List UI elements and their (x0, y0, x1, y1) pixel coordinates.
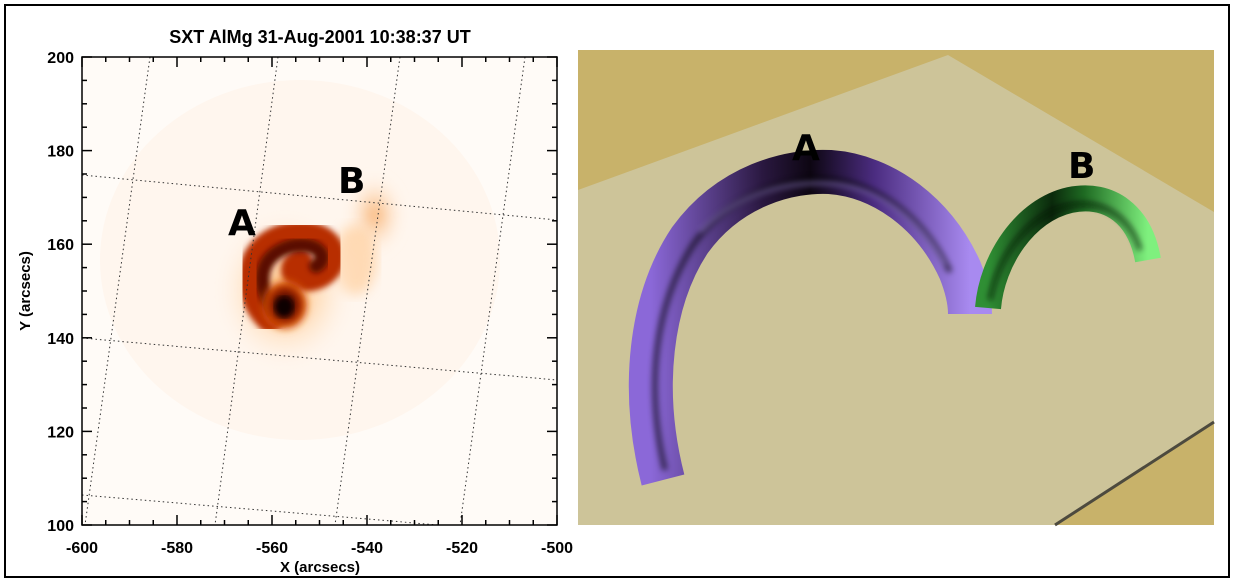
loop-a (628, 149, 992, 486)
x-tick-label: -520 (446, 540, 478, 557)
source-a-arc (238, 221, 346, 333)
axis-ticks: -600 -580 -560 -540 -520 -500 100 120 140 160 180 2… (47, 50, 573, 557)
source-a-peak (275, 297, 293, 317)
y-tick-label: 200 (47, 50, 74, 67)
y-tick-label: 160 (47, 237, 74, 254)
y-tick-label: 180 (47, 144, 74, 161)
x-tick-label: -600 (66, 540, 98, 557)
plot-title: SXT AlMg 31-Aug-2001 10:38:37 UT (169, 27, 470, 47)
x-tick-label: -540 (351, 540, 383, 557)
x-tick-label: -580 (161, 540, 193, 557)
heliographic-grid (82, 57, 557, 525)
plane-edge (1054, 420, 1215, 527)
label-b: B (338, 161, 365, 202)
render-label-b: B (1068, 146, 1095, 187)
loop-b-shadow (987, 201, 1143, 301)
x-axis-title: X (arcsecs) (280, 559, 360, 576)
y-axis-title: Y (arcsecs) (17, 251, 34, 331)
label-a: A (228, 203, 256, 244)
x-tick-label: -500 (541, 540, 573, 557)
left-panel: SXT AlMg 31-Aug-2001 10:38:37 UT (17, 27, 573, 576)
y-tick-label: 100 (47, 518, 74, 535)
loop-a-highlight (698, 180, 948, 267)
y-tick-label: 140 (47, 331, 74, 348)
render-label-a: A (792, 128, 820, 169)
x-tick-label: -560 (256, 540, 288, 557)
y-tick-label: 120 (47, 424, 74, 441)
right-panel: A B (578, 50, 1215, 527)
